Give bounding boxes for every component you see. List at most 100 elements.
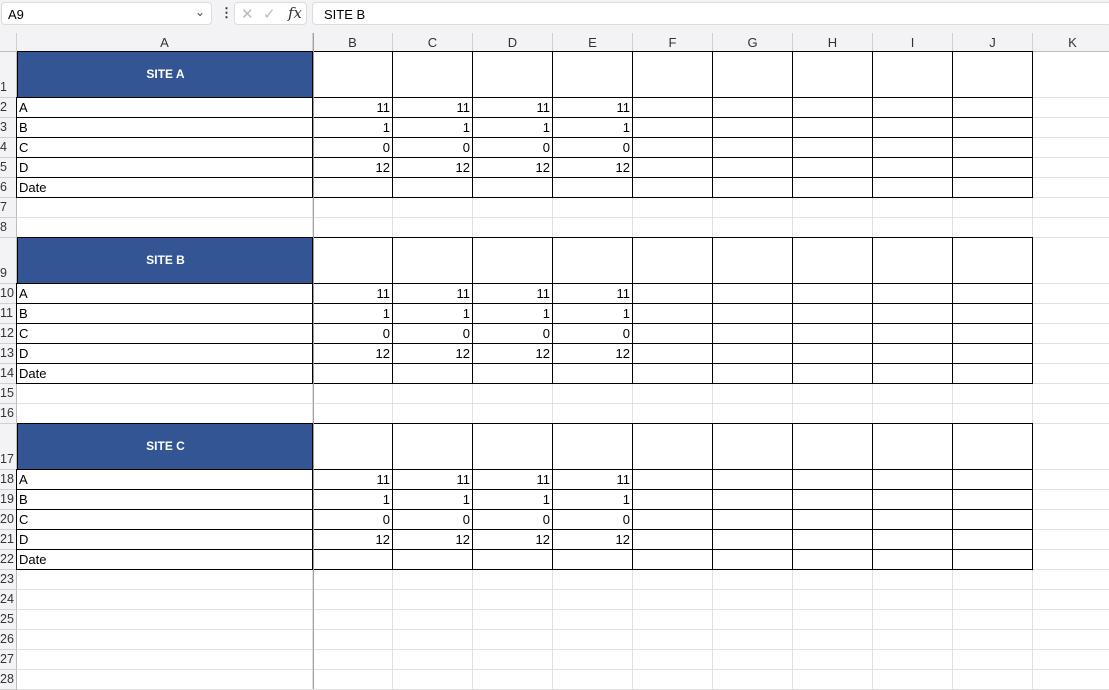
- row-label-cell[interactable]: C: [16, 137, 313, 158]
- row-header-16[interactable]: 16: [0, 404, 17, 424]
- cell[interactable]: [17, 630, 313, 650]
- value-cell[interactable]: [552, 363, 633, 384]
- value-cell[interactable]: [712, 97, 793, 118]
- cell[interactable]: [633, 404, 713, 424]
- value-cell[interactable]: [872, 469, 953, 490]
- cell[interactable]: [712, 51, 793, 98]
- column-header-j[interactable]: J: [953, 33, 1033, 52]
- column-header-a[interactable]: A: [17, 33, 313, 52]
- value-cell[interactable]: [392, 549, 473, 570]
- cell[interactable]: [17, 384, 313, 404]
- value-cell[interactable]: 0: [552, 323, 633, 344]
- value-cell[interactable]: 1: [472, 303, 553, 324]
- value-cell[interactable]: 1: [472, 117, 553, 138]
- row-header-24[interactable]: 24: [0, 590, 17, 610]
- cell[interactable]: [392, 423, 473, 470]
- cell[interactable]: [313, 384, 393, 404]
- column-header-i[interactable]: I: [873, 33, 953, 52]
- cell[interactable]: [1033, 52, 1109, 98]
- cell[interactable]: [1033, 610, 1109, 630]
- cell[interactable]: [473, 384, 553, 404]
- cell[interactable]: [953, 650, 1033, 670]
- cell[interactable]: [953, 404, 1033, 424]
- row-header-15[interactable]: 15: [0, 384, 17, 404]
- value-cell[interactable]: 1: [312, 303, 393, 324]
- cell[interactable]: [793, 404, 873, 424]
- row-label-cell[interactable]: D: [16, 529, 313, 550]
- value-cell[interactable]: 1: [472, 489, 553, 510]
- value-cell[interactable]: [952, 549, 1033, 570]
- cell[interactable]: [473, 218, 553, 238]
- value-cell[interactable]: [392, 363, 473, 384]
- cell[interactable]: [713, 610, 793, 630]
- cell[interactable]: [1033, 138, 1109, 158]
- cell[interactable]: [473, 650, 553, 670]
- value-cell[interactable]: 12: [472, 343, 553, 364]
- value-cell[interactable]: [312, 363, 393, 384]
- row-header-2[interactable]: 2: [0, 98, 17, 118]
- cell[interactable]: [393, 198, 473, 218]
- value-cell[interactable]: [952, 529, 1033, 550]
- cell[interactable]: [393, 570, 473, 590]
- confirm-icon[interactable]: ✓: [263, 6, 276, 23]
- cell[interactable]: [553, 590, 633, 610]
- value-cell[interactable]: [632, 137, 713, 158]
- value-cell[interactable]: [952, 137, 1033, 158]
- value-cell[interactable]: 0: [392, 137, 473, 158]
- cell[interactable]: [713, 590, 793, 610]
- cell[interactable]: [473, 404, 553, 424]
- cell[interactable]: [1033, 238, 1109, 284]
- value-cell[interactable]: 1: [392, 303, 473, 324]
- cell[interactable]: [552, 237, 633, 284]
- row-header-28[interactable]: 28: [0, 670, 17, 690]
- value-cell[interactable]: [632, 549, 713, 570]
- row-header-17[interactable]: 17: [0, 424, 17, 470]
- value-cell[interactable]: [952, 117, 1033, 138]
- cell[interactable]: [632, 423, 713, 470]
- cell[interactable]: [1033, 384, 1109, 404]
- row-header-11[interactable]: 11: [0, 304, 17, 324]
- row-label-cell[interactable]: B: [16, 489, 313, 510]
- value-cell[interactable]: [872, 529, 953, 550]
- row-header-3[interactable]: 3: [0, 118, 17, 138]
- cell[interactable]: [633, 610, 713, 630]
- value-cell[interactable]: [952, 489, 1033, 510]
- value-cell[interactable]: [712, 363, 793, 384]
- formula-input[interactable]: SITE B: [312, 2, 1109, 25]
- value-cell[interactable]: [952, 469, 1033, 490]
- row-header-26[interactable]: 26: [0, 630, 17, 650]
- value-cell[interactable]: [872, 97, 953, 118]
- row-header-8[interactable]: 8: [0, 218, 17, 238]
- value-cell[interactable]: [952, 363, 1033, 384]
- row-label-cell[interactable]: D: [16, 343, 313, 364]
- value-cell[interactable]: [872, 343, 953, 364]
- row-header-13[interactable]: 13: [0, 344, 17, 364]
- cell[interactable]: [553, 630, 633, 650]
- cell[interactable]: [473, 670, 553, 690]
- row-header-10[interactable]: 10: [0, 284, 17, 304]
- value-cell[interactable]: [632, 303, 713, 324]
- cell[interactable]: [1033, 424, 1109, 470]
- cell[interactable]: [953, 610, 1033, 630]
- cell[interactable]: [953, 384, 1033, 404]
- cell[interactable]: [793, 610, 873, 630]
- column-header-b[interactable]: B: [313, 33, 393, 52]
- cell[interactable]: [313, 650, 393, 670]
- block-title-header[interactable]: SITE B: [17, 237, 314, 284]
- cell[interactable]: [17, 198, 313, 218]
- row-header-1[interactable]: 1: [0, 52, 17, 98]
- value-cell[interactable]: [952, 283, 1033, 304]
- value-cell[interactable]: 0: [312, 323, 393, 344]
- row-header-19[interactable]: 19: [0, 490, 17, 510]
- value-cell[interactable]: [472, 363, 553, 384]
- value-cell[interactable]: 12: [312, 343, 393, 364]
- cell[interactable]: [17, 590, 313, 610]
- cell[interactable]: [793, 650, 873, 670]
- cell[interactable]: [393, 590, 473, 610]
- cell[interactable]: [392, 237, 473, 284]
- cell[interactable]: [313, 610, 393, 630]
- cell[interactable]: [873, 384, 953, 404]
- cell[interactable]: [313, 670, 393, 690]
- cancel-icon[interactable]: ✕: [241, 6, 254, 23]
- cell[interactable]: [873, 610, 953, 630]
